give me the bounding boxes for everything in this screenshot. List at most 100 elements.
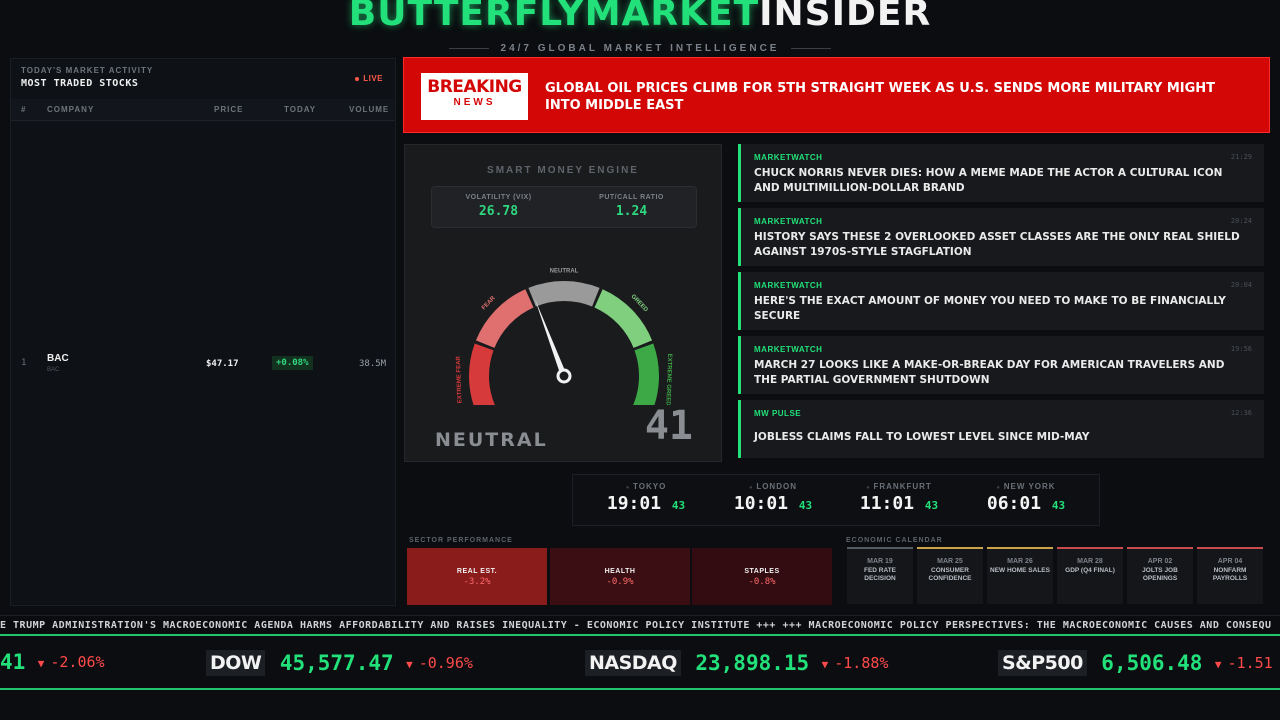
news-item[interactable]: MARKETWATCH 19:56 MARCH 27 LOOKS LIKE A … xyxy=(738,336,1264,394)
sector-tile-health[interactable]: HEALTH -0.9% xyxy=(550,548,690,605)
sector-tile-real-estate[interactable]: REAL EST. -3.2% xyxy=(407,548,547,605)
company-ticker: BAC xyxy=(47,367,60,373)
calendar-event[interactable]: MAR 26 NEW HOME SALES xyxy=(987,547,1053,604)
ticker-symbol: NASDAQ xyxy=(585,650,681,676)
smart-money-gauge-panel: SMART MONEY ENGINE VOLATILITY (VIX) 26.7… xyxy=(404,144,722,462)
clock-time: 11:01 xyxy=(859,493,915,514)
calendar-event-name: NONFARM PAYROLLS xyxy=(1212,567,1248,582)
gauge-zone-extreme-fear xyxy=(469,343,495,405)
column-header-company: COMPANY xyxy=(47,105,95,114)
put-call-value: 1.24 xyxy=(615,204,648,219)
gauge-zone-greed xyxy=(594,289,653,349)
stock-volume: 38.5M xyxy=(359,359,387,369)
company-name: BAC xyxy=(47,353,69,364)
clock-tokyo: TOKYO 19:01 43 xyxy=(586,482,706,514)
clock-city: LONDON xyxy=(713,482,833,491)
engine-label: SMART MONEY ENGINE xyxy=(487,165,639,176)
sector-value: -3.2% xyxy=(463,577,491,587)
calendar-event[interactable]: MAR 25 CONSUMER CONFIDENCE xyxy=(917,547,983,604)
down-arrow-icon: ▼ xyxy=(37,657,45,670)
news-item[interactable]: MARKETWATCH 21:29 CHUCK NORRIS NEVER DIE… xyxy=(738,144,1264,202)
gauge-zone-label: FEAR xyxy=(481,295,497,311)
clock-city: TOKYO xyxy=(586,482,706,491)
live-label: LIVE xyxy=(363,74,383,83)
clock-time: 19:01 xyxy=(606,493,662,514)
news-source: MW PULSE xyxy=(754,409,802,418)
down-arrow-icon: ▼ xyxy=(406,658,413,671)
ticker-change: -1.51 xyxy=(1227,654,1273,672)
breaking-news-banner[interactable]: BREAKING NEWS GLOBAL OIL PRICES CLIMB FO… xyxy=(403,57,1270,133)
brand-name-white: INSIDER xyxy=(759,0,932,34)
stock-price: $47.17 xyxy=(206,359,239,369)
ticker-change: -0.96% xyxy=(418,654,473,672)
ticker-symbol: DOW xyxy=(206,650,266,676)
ticker-value: 6,506.48 xyxy=(1101,651,1203,675)
column-header-volume: VOLUME xyxy=(349,105,390,114)
ticker-change: -1.88% xyxy=(834,654,889,672)
gauge-metrics: VOLATILITY (VIX) 26.78 PUT/CALL RATIO 1.… xyxy=(431,186,697,228)
ticker-item[interactable]: 41 ▼ -2.06% xyxy=(0,650,105,674)
live-indicator: LIVE xyxy=(355,74,383,83)
news-time: 19:56 xyxy=(1230,345,1252,353)
sector-value: -0.8% xyxy=(748,577,776,587)
news-item[interactable]: MARKETWATCH 20:04 HERE'S THE EXACT AMOUN… xyxy=(738,272,1264,330)
ticker-change: -2.06% xyxy=(50,653,105,671)
news-crawl: E TRUMP ADMINISTRATION'S MACROECONOMIC A… xyxy=(0,615,1280,636)
ticker-value: 45,577.47 xyxy=(279,651,394,675)
calendar-event-name: GDP (Q4 FINAL) xyxy=(1065,567,1115,574)
ticker-item[interactable]: NASDAQ 23,898.15 ▼ -1.88% xyxy=(585,650,888,676)
calendar-event[interactable]: MAR 19 FED RATE DECISION xyxy=(847,547,913,604)
gauge-zone-extreme-greed xyxy=(633,343,659,405)
calendar-event-name: JOLTS JOB OPENINGS xyxy=(1142,567,1178,582)
news-time: 12:36 xyxy=(1230,409,1252,417)
sector-name: STAPLES xyxy=(744,568,780,575)
clock-seconds: 43 xyxy=(1051,499,1066,512)
table-row[interactable]: 1 BAC BAC $47.17 +0.08% 38.5M xyxy=(11,349,395,379)
breaking-headline: GLOBAL OIL PRICES CLIMB FOR 5TH STRAIGHT… xyxy=(545,81,1216,113)
calendar-date: MAR 28 xyxy=(1077,558,1103,565)
calendar-date: MAR 25 xyxy=(937,558,963,565)
down-arrow-icon: ▼ xyxy=(821,658,829,671)
down-arrow-icon: ▼ xyxy=(1214,658,1222,671)
calendar-event[interactable]: MAR 28 GDP (Q4 FINAL) xyxy=(1057,547,1123,604)
news-item[interactable]: MW PULSE 12:36 JOBLESS CLAIMS FALL TO LO… xyxy=(738,400,1264,458)
ticker-symbol: S&P500 xyxy=(998,650,1087,676)
crawl-text: E TRUMP ADMINISTRATION'S MACROECONOMIC A… xyxy=(0,620,1272,631)
calendar-date: APR 04 xyxy=(1217,558,1243,565)
clock-time: 06:01 xyxy=(986,493,1042,514)
gauge-zone-label: NEUTRAL xyxy=(550,269,579,275)
column-header-today: TODAY xyxy=(284,105,317,114)
gauge-zone-label: EXTREME GREED xyxy=(664,354,672,405)
vix-value: 26.78 xyxy=(478,204,519,219)
news-source: MARKETWATCH xyxy=(754,345,823,354)
index-ticker: 41 ▼ -2.06% DOW 45,577.47 ▼ -0.96% NASDAQ … xyxy=(0,638,1280,690)
sector-name: REAL EST. xyxy=(456,568,498,575)
sector-tile-staples[interactable]: STAPLES -0.8% xyxy=(692,548,832,605)
breaking-news-badge: BREAKING NEWS xyxy=(421,73,528,120)
panel-subtitle: TODAY'S MARKET ACTIVITY xyxy=(21,66,154,75)
economic-calendar-label: ECONOMIC CALENDAR xyxy=(846,537,943,544)
news-source: MARKETWATCH xyxy=(754,281,823,290)
vix-metric: VOLATILITY (VIX) 26.78 xyxy=(432,194,565,219)
news-time: 20:04 xyxy=(1230,281,1252,289)
calendar-event[interactable]: APR 02 JOLTS JOB OPENINGS xyxy=(1127,547,1193,604)
sentiment-state: NEUTRAL xyxy=(435,429,548,451)
sector-performance-label: SECTOR PERFORMANCE xyxy=(409,537,513,544)
live-dot-icon xyxy=(355,76,360,81)
put-call-label: PUT/CALL RATIO xyxy=(599,194,664,201)
calendar-event[interactable]: APR 04 NONFARM PAYROLLS xyxy=(1197,547,1263,604)
gauge-needle xyxy=(534,298,567,378)
badge-news-label: NEWS xyxy=(453,97,496,108)
gauge-zone-fear xyxy=(475,289,534,349)
ticker-item[interactable]: DOW 45,577.47 ▼ -0.96% xyxy=(206,650,473,676)
column-header-num: # xyxy=(21,105,27,114)
calendar-date: MAR 26 xyxy=(1007,558,1033,565)
ticker-value: 23,898.15 xyxy=(695,651,810,675)
row-number: 1 xyxy=(21,358,27,368)
calendar-date: MAR 19 xyxy=(867,558,893,565)
stock-change-badge: +0.08% xyxy=(272,356,313,370)
panel-title: MOST TRADED STOCKS xyxy=(21,78,139,89)
vix-label: VOLATILITY (VIX) xyxy=(465,194,532,201)
news-item[interactable]: MARKETWATCH 20:24 HISTORY SAYS THESE 2 O… xyxy=(738,208,1264,266)
ticker-item[interactable]: S&P500 6,506.48 ▼ -1.51 xyxy=(998,650,1273,676)
